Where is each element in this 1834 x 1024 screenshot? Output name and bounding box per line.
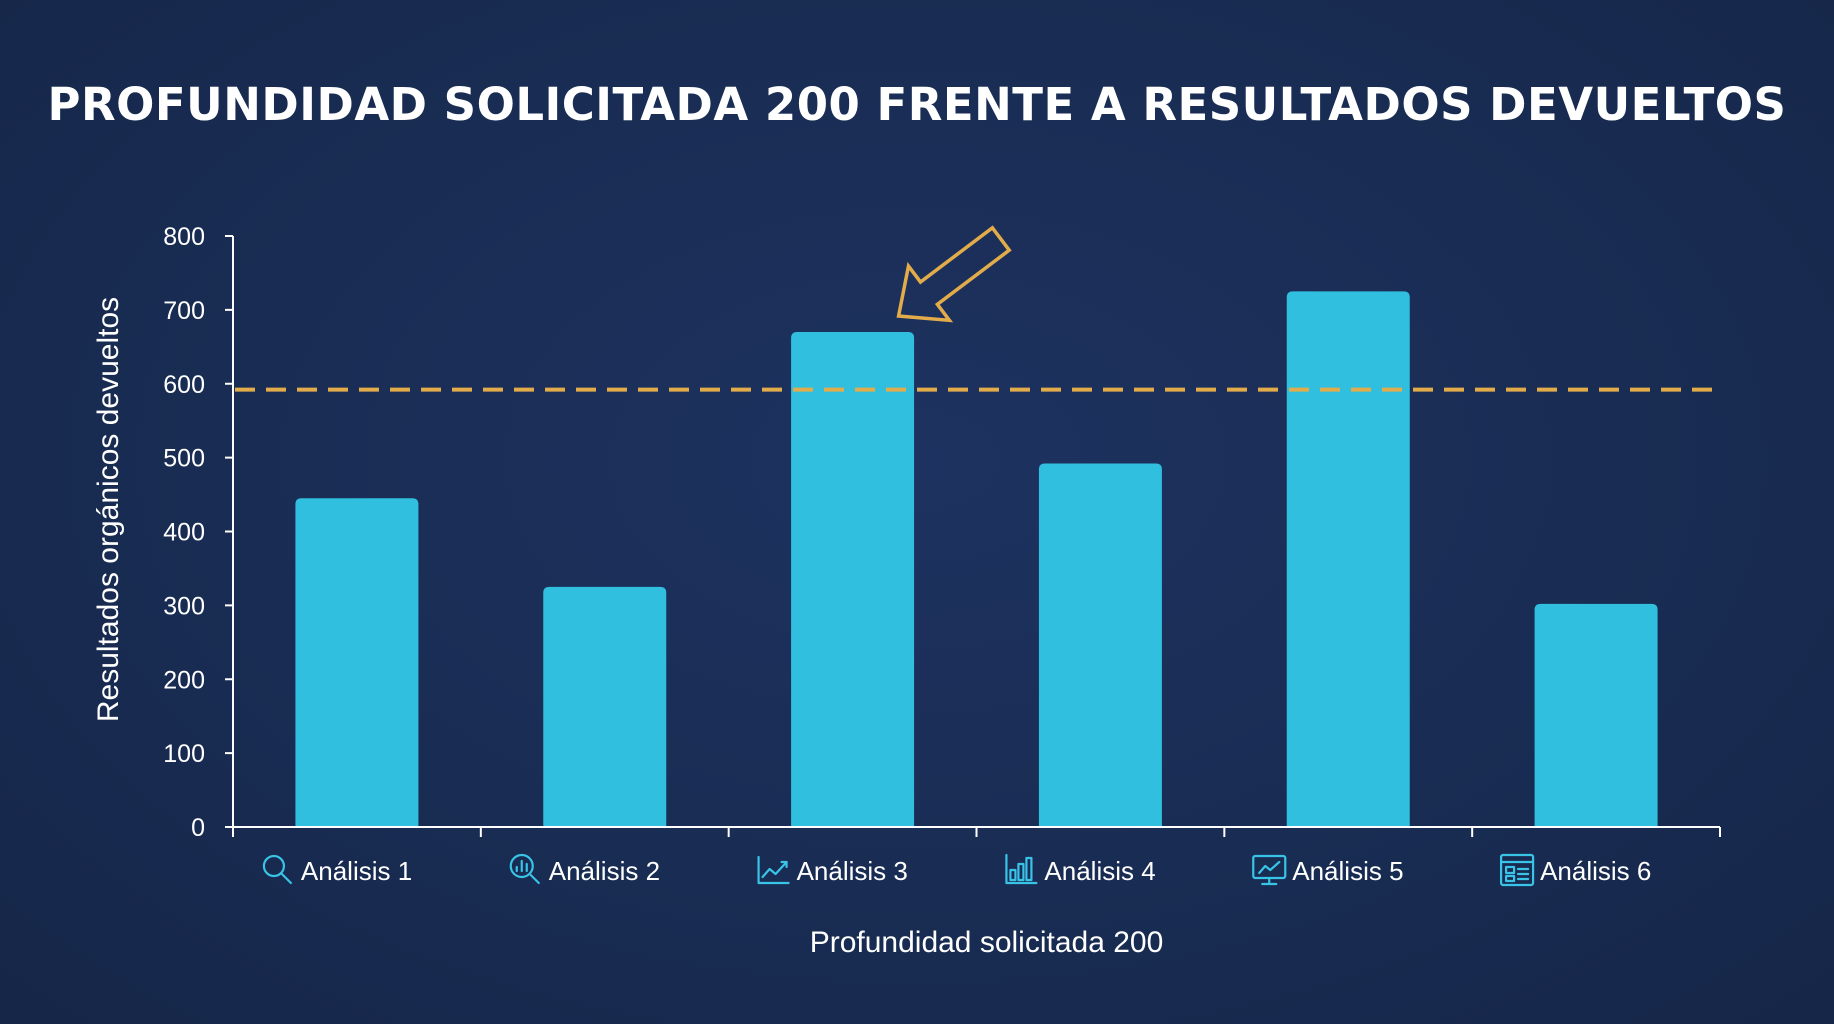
line-chart-icon xyxy=(757,855,790,885)
x-tick-label: Análisis 1 xyxy=(301,856,412,886)
bar-3 xyxy=(791,332,915,827)
bar-1 xyxy=(295,498,419,827)
x-category-1: Análisis 1 xyxy=(262,854,412,886)
highlight-arrow xyxy=(896,225,1012,323)
x-tick-label: Análisis 5 xyxy=(1292,856,1403,886)
bar-4 xyxy=(1038,463,1162,827)
x-tick-label: Análisis 3 xyxy=(797,856,908,886)
x-tick-label: Análisis 2 xyxy=(549,856,660,886)
bar-5 xyxy=(1286,291,1410,827)
x-category-2: Análisis 2 xyxy=(509,853,660,886)
x-tick-label: Análisis 6 xyxy=(1540,856,1651,886)
y-tick-label: 200 xyxy=(163,666,205,694)
x-category-5: Análisis 5 xyxy=(1252,854,1404,886)
y-tick-label: 700 xyxy=(163,297,205,325)
annotation-layer xyxy=(896,225,1012,323)
labels-layer: 0 100 200 300 400 500 600 700 800 Análisis 1 Análi… xyxy=(92,223,1651,959)
chart-title: PROFUNDIDAD SOLICITADA 200 FRENTE A RESU… xyxy=(47,78,1787,131)
bar-chart-icon xyxy=(1005,853,1038,885)
search-icon xyxy=(262,854,293,885)
bars-layer xyxy=(295,291,1658,827)
bar-6 xyxy=(1534,603,1658,827)
x-axis-title: Profundidad solicitada 200 xyxy=(810,926,1164,959)
y-tick-label: 600 xyxy=(163,371,205,399)
x-category-4: Análisis 4 xyxy=(1005,853,1156,886)
x-category-3: Análisis 3 xyxy=(757,855,908,886)
x-tick-label: Análisis 4 xyxy=(1044,856,1155,886)
x-category-6: Análisis 6 xyxy=(1499,853,1651,887)
bar-2 xyxy=(543,586,667,827)
y-tick-label: 500 xyxy=(163,445,205,473)
dashboard-icon xyxy=(1499,853,1535,887)
y-tick-label: 0 xyxy=(191,814,205,842)
search-analytics-icon xyxy=(509,853,540,885)
monitor-chart-icon xyxy=(1252,854,1287,886)
y-axis-title: Resultados orgánicos devueltos xyxy=(92,297,125,722)
y-tick-label: 800 xyxy=(163,223,205,251)
y-tick-label: 300 xyxy=(163,592,205,620)
y-tick-label: 100 xyxy=(163,740,205,768)
axes-layer xyxy=(225,235,1721,837)
y-tick-label: 400 xyxy=(163,519,205,547)
